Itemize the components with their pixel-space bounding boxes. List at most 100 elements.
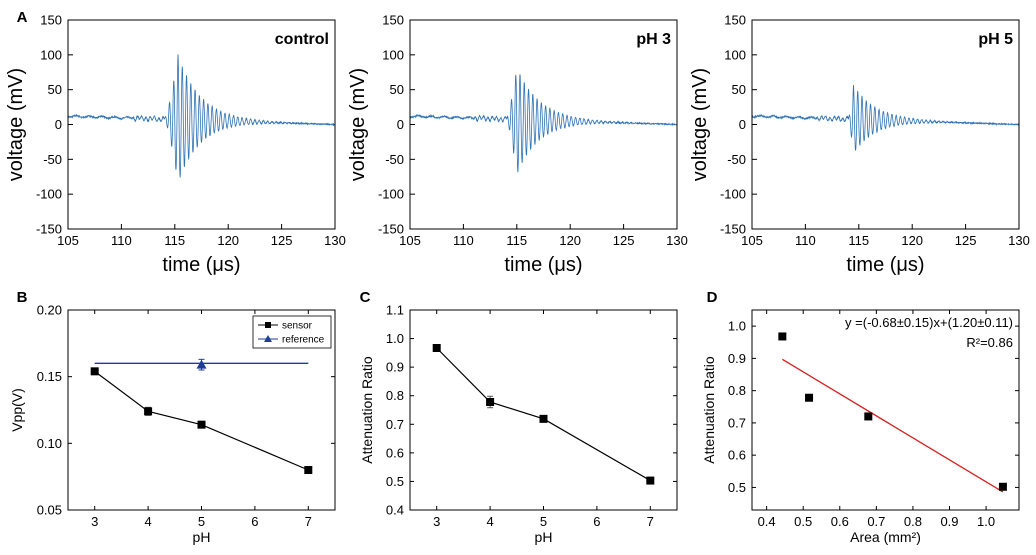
y-axis-label: Attenuation Ratio bbox=[701, 356, 717, 464]
y-tick-label: 100 bbox=[382, 47, 404, 62]
data-point-square bbox=[144, 407, 153, 416]
panel-label: D bbox=[707, 289, 718, 306]
data-point-square bbox=[197, 420, 206, 429]
r-squared: R²=0.86 bbox=[966, 335, 1013, 350]
x-tick-label: 0.9 bbox=[940, 514, 958, 529]
y-axis-label: Vpp(V) bbox=[9, 388, 25, 432]
plot-frame bbox=[409, 309, 678, 511]
fit-equation: y =(-0.68±0.15)x+(1.20±0.11) bbox=[845, 315, 1013, 330]
x-tick-label: 110 bbox=[453, 233, 474, 248]
y-tick-label: 50 bbox=[732, 82, 746, 97]
y-tick-label: -50 bbox=[43, 152, 62, 167]
panel-label: B bbox=[17, 289, 28, 306]
x-tick-label: 130 bbox=[1008, 233, 1030, 248]
y-tick-label: 0.05 bbox=[37, 503, 62, 518]
x-axis-label: time (μs) bbox=[504, 254, 582, 276]
chart-panel-D: 0.4 0.5 0.6 0.7 0.8 0.9 1.0 0.5 0.6 0.7 0.8 0.9 1.0 A… bbox=[701, 309, 1020, 545]
y-tick-label: 50 bbox=[390, 82, 404, 97]
y-tick-label: 0 bbox=[55, 117, 62, 132]
chart-panel-A3: 105 110 115 120 125 130 -150 -100 -50 0 50 100 150 ti… bbox=[689, 13, 1030, 277]
data-point-square bbox=[486, 398, 495, 406]
x-axis-label: pH bbox=[535, 529, 553, 545]
y-tick-label: 0.15 bbox=[37, 369, 62, 384]
y-tick-label: -100 bbox=[378, 187, 404, 202]
panel-label: A bbox=[17, 9, 28, 26]
y-axis-label: voltage (mV) bbox=[347, 68, 369, 181]
y-tick-label: 0.9 bbox=[386, 360, 404, 375]
data-point-square bbox=[90, 367, 99, 376]
y-tick-label: 1.0 bbox=[728, 319, 746, 334]
y-tick-label: -150 bbox=[36, 222, 62, 237]
data-point-square bbox=[998, 482, 1007, 491]
x-tick-label: 0.8 bbox=[904, 514, 922, 529]
y-tick-label: 0.8 bbox=[728, 383, 746, 398]
y-tick-label: 0.7 bbox=[728, 415, 746, 430]
x-tick-label: 110 bbox=[795, 233, 816, 248]
x-axis-label: time (μs) bbox=[846, 254, 924, 276]
x-tick-label: 1.0 bbox=[977, 514, 995, 529]
x-tick-label: 5 bbox=[198, 514, 205, 529]
y-tick-label: 0.6 bbox=[386, 445, 404, 460]
x-axis-label: Area (mm²) bbox=[850, 529, 921, 545]
legend-marker-reference bbox=[264, 335, 272, 342]
x-tick-label: 0.6 bbox=[831, 514, 849, 529]
x-tick-label: 0.7 bbox=[867, 514, 885, 529]
x-tick-label: 105 bbox=[741, 233, 763, 248]
waveform-line bbox=[67, 54, 336, 178]
data-point-square bbox=[539, 414, 548, 423]
x-tick-label: 125 bbox=[271, 233, 293, 248]
x-tick-label: 105 bbox=[57, 233, 79, 248]
chart-panel-A1: 105 110 115 120 125 130 -150 -100 -50 0 50 100 150 ti… bbox=[5, 13, 346, 277]
panel-label: C bbox=[360, 289, 371, 306]
chart-panel-C: 3 4 5 6 7 0.4 0.5 0.6 0.7 0.8 0.9 1.0 1.1 pH Attenuati… bbox=[359, 303, 678, 545]
waveform-line bbox=[409, 74, 678, 173]
waveform-line bbox=[751, 84, 1020, 151]
y-tick-label: 1.0 bbox=[386, 331, 404, 346]
plot-frame bbox=[751, 19, 1020, 230]
x-tick-label: 4 bbox=[144, 514, 151, 529]
data-point-triangle bbox=[196, 359, 207, 369]
x-tick-label: 7 bbox=[305, 514, 312, 529]
y-tick-label: 150 bbox=[724, 13, 746, 28]
y-tick-label: 0.10 bbox=[37, 436, 62, 451]
x-tick-label: 105 bbox=[399, 233, 421, 248]
x-tick-label: 120 bbox=[559, 233, 581, 248]
x-tick-label: 130 bbox=[324, 233, 346, 248]
y-tick-label: 0 bbox=[739, 117, 746, 132]
plot-frame bbox=[409, 19, 678, 230]
y-tick-label: 0.7 bbox=[386, 417, 404, 432]
data-point-square bbox=[304, 466, 313, 474]
x-tick-label: 0.5 bbox=[794, 514, 812, 529]
y-tick-label: -50 bbox=[385, 152, 404, 167]
x-tick-label: 115 bbox=[506, 233, 527, 248]
legend-label-reference: reference bbox=[282, 335, 325, 346]
panel-title: pH 5 bbox=[978, 31, 1013, 48]
x-tick-label: 3 bbox=[433, 514, 440, 529]
plot-frame bbox=[751, 309, 1020, 511]
y-axis-label: voltage (mV) bbox=[5, 68, 27, 181]
x-axis-label: time (μs) bbox=[162, 254, 240, 276]
x-tick-label: 6 bbox=[251, 514, 258, 529]
y-tick-label: 0.5 bbox=[728, 480, 746, 495]
panel-title: control bbox=[275, 31, 329, 48]
x-tick-label: 115 bbox=[164, 233, 185, 248]
data-point-square bbox=[778, 332, 787, 341]
x-tick-label: 130 bbox=[666, 233, 688, 248]
x-tick-label: 4 bbox=[486, 514, 493, 529]
y-tick-label: 0.4 bbox=[386, 503, 404, 518]
y-tick-label: 50 bbox=[48, 82, 62, 97]
x-tick-label: 125 bbox=[613, 233, 635, 248]
y-tick-label: 0.8 bbox=[386, 388, 404, 403]
attenuation-line bbox=[436, 347, 651, 482]
chart-panel-B: 3 4 5 6 7 0.05 0.10 0.15 0.20 pH Vpp(V) sensor refer… bbox=[9, 303, 336, 545]
y-tick-label: -150 bbox=[378, 222, 404, 237]
panel-title: pH 3 bbox=[636, 31, 671, 48]
y-axis-label: Attenuation Ratio bbox=[359, 356, 375, 464]
y-tick-label: -150 bbox=[720, 222, 746, 237]
sensor-line bbox=[94, 370, 309, 471]
x-tick-label: 3 bbox=[91, 514, 98, 529]
x-tick-label: 120 bbox=[901, 233, 923, 248]
data-point-square bbox=[864, 412, 873, 421]
x-tick-label: 110 bbox=[111, 233, 132, 248]
